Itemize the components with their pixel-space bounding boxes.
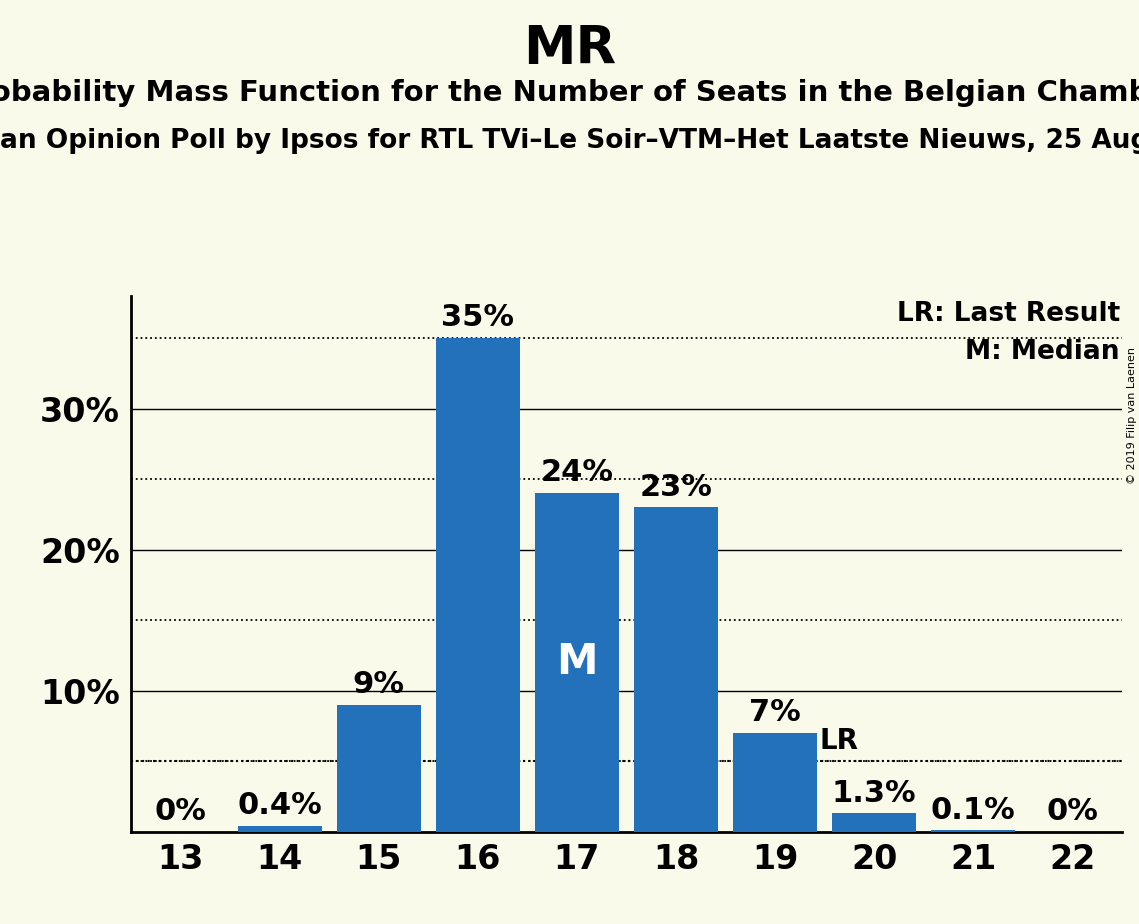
Text: 0.1%: 0.1% (931, 796, 1016, 824)
Text: Probability Mass Function for the Number of Seats in the Belgian Chamber: Probability Mass Function for the Number… (0, 79, 1139, 106)
Text: LR: Last Result: LR: Last Result (896, 301, 1120, 327)
Text: 0%: 0% (155, 797, 206, 826)
Bar (436, 338, 519, 832)
Text: 7%: 7% (749, 699, 801, 727)
Text: M: M (556, 641, 598, 684)
Text: 1.3%: 1.3% (831, 779, 917, 808)
Text: an Opinion Poll by Ipsos for RTL TVi–Le Soir–VTM–Het Laatste Nieuws, 25 August–3: an Opinion Poll by Ipsos for RTL TVi–Le … (0, 128, 1139, 153)
Bar (337, 705, 420, 832)
Text: M: Median: M: Median (966, 338, 1120, 365)
Text: © 2019 Filip van Laenen: © 2019 Filip van Laenen (1126, 347, 1137, 484)
Text: MR: MR (523, 23, 616, 75)
Text: LR: LR (820, 727, 859, 756)
Bar (932, 830, 1015, 832)
Text: 0.4%: 0.4% (237, 791, 322, 821)
Text: 9%: 9% (353, 670, 404, 699)
Bar (734, 733, 817, 832)
Text: 35%: 35% (441, 303, 515, 333)
Text: 0%: 0% (1047, 797, 1098, 826)
Bar (535, 493, 618, 832)
Bar (238, 826, 321, 832)
Bar (833, 813, 916, 832)
Text: 24%: 24% (540, 458, 614, 488)
Bar (634, 507, 718, 832)
Text: 23%: 23% (640, 472, 712, 502)
